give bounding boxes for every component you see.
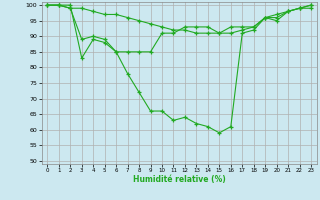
X-axis label: Humidité relative (%): Humidité relative (%) xyxy=(133,175,226,184)
